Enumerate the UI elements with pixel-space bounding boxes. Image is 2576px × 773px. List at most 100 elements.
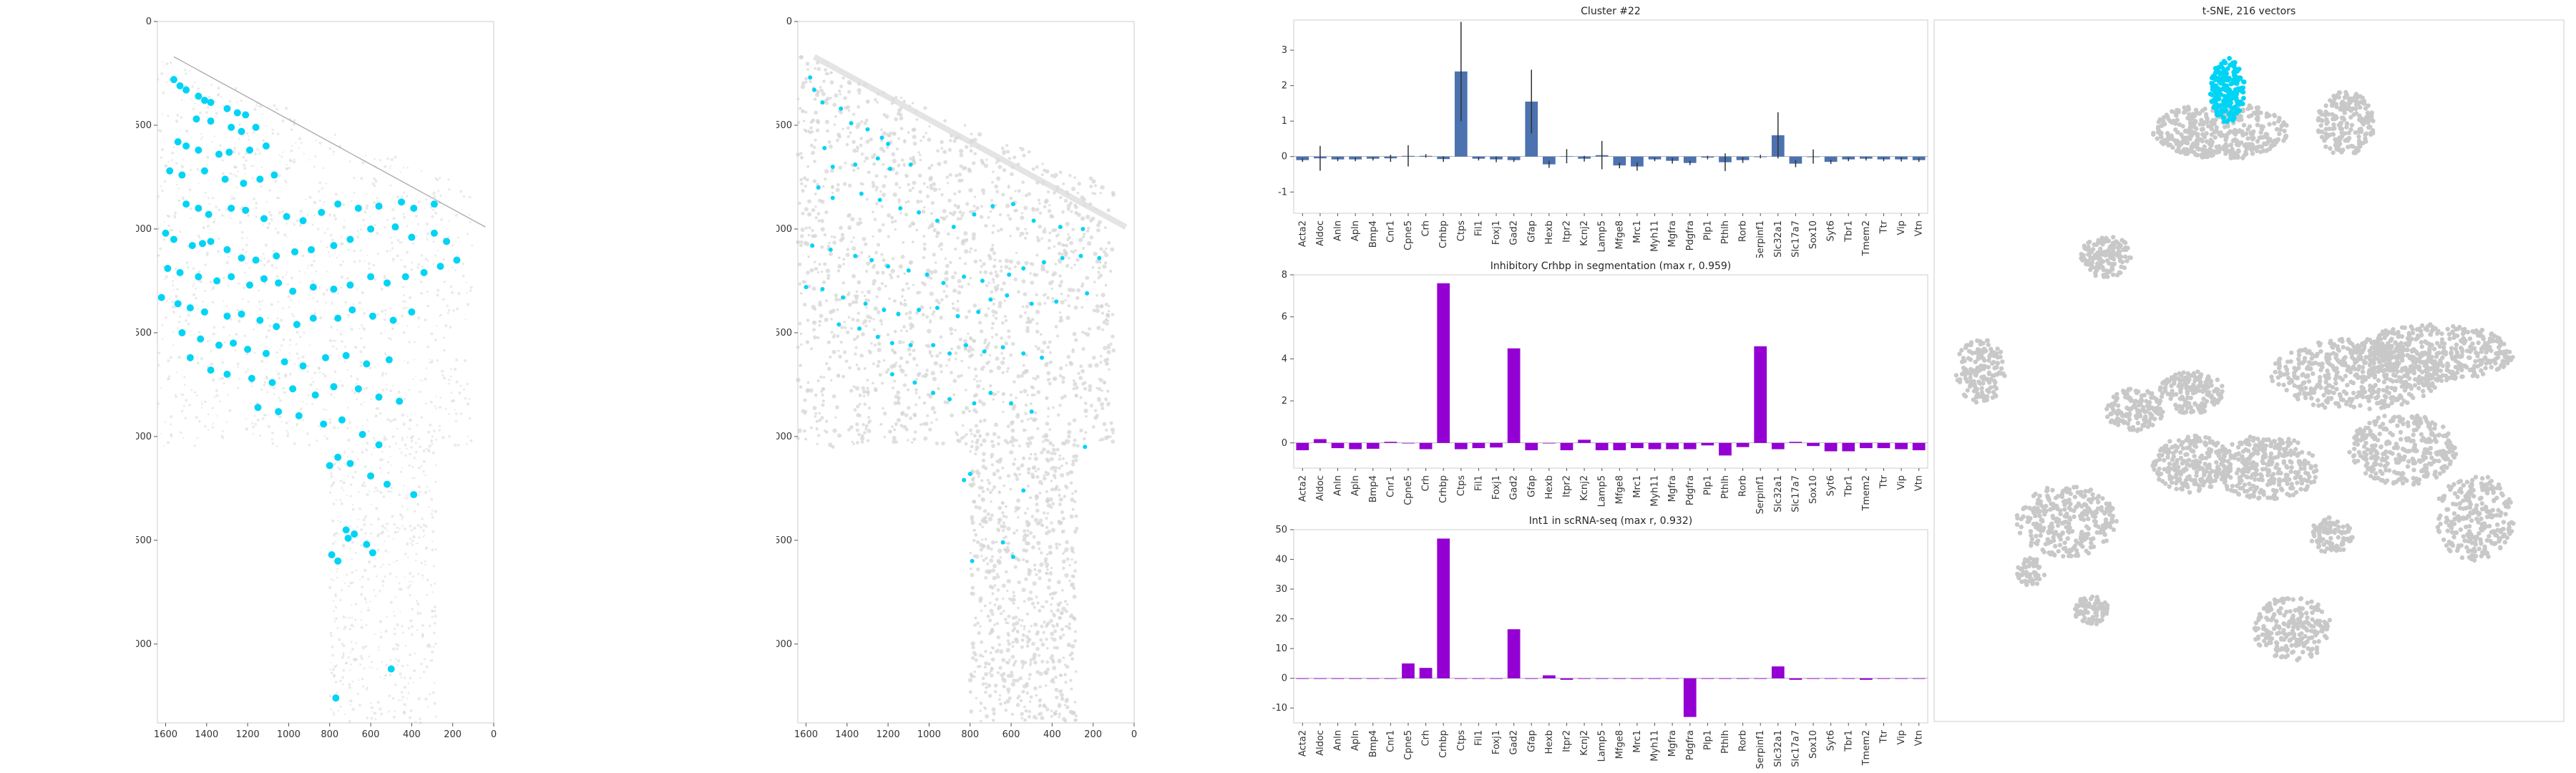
tissue-dot bbox=[180, 165, 184, 167]
tissue-dot bbox=[1060, 696, 1065, 701]
tissue-dot bbox=[990, 646, 994, 649]
tissue-dot bbox=[241, 135, 243, 137]
tissue-dot bbox=[441, 298, 445, 301]
tissue-dot bbox=[894, 440, 898, 444]
tissue-dot bbox=[401, 518, 403, 520]
tissue-dot bbox=[968, 354, 972, 359]
tissue-dot bbox=[466, 233, 469, 235]
tissue-dot bbox=[929, 321, 932, 324]
tissue-dot bbox=[1065, 439, 1070, 444]
tissue-dot bbox=[963, 230, 968, 236]
tissue-dot bbox=[900, 369, 905, 374]
tissue-dot bbox=[1015, 621, 1020, 626]
tissue-dot bbox=[1040, 642, 1045, 647]
tsne-point bbox=[2173, 127, 2178, 132]
tissue-dot bbox=[897, 200, 901, 204]
tissue-dot bbox=[1055, 608, 1060, 613]
cluster-spot bbox=[309, 314, 317, 322]
tissue-dot bbox=[426, 578, 429, 582]
tissue-dot bbox=[334, 540, 337, 543]
cluster-spot bbox=[346, 460, 354, 467]
cluster-spot bbox=[396, 397, 404, 405]
tissue-dot bbox=[381, 579, 385, 583]
tissue-dot bbox=[457, 292, 461, 296]
tissue-dot bbox=[246, 263, 249, 265]
cluster-spot bbox=[410, 491, 418, 499]
tsne-point bbox=[2178, 142, 2184, 147]
tissue-dot bbox=[800, 84, 805, 89]
tissue-dot bbox=[333, 215, 336, 218]
tissue-dot bbox=[979, 215, 984, 219]
tissue-dot bbox=[798, 321, 802, 326]
tissue-dot bbox=[822, 79, 826, 83]
tissue-dot bbox=[872, 362, 875, 366]
cluster-spot bbox=[869, 258, 874, 263]
tissue-dot bbox=[1074, 514, 1078, 518]
tissue-dot bbox=[422, 670, 426, 674]
tissue-dot bbox=[888, 273, 892, 276]
bar-Tmem2 bbox=[1860, 678, 1873, 680]
tissue-dot bbox=[997, 548, 1002, 553]
tissue-dot bbox=[1029, 590, 1033, 594]
tissue-dot bbox=[831, 308, 836, 313]
tissue-dot bbox=[166, 441, 170, 444]
tissue-dot bbox=[449, 285, 453, 288]
cluster-spot bbox=[853, 253, 858, 258]
tissue-dot bbox=[1042, 703, 1046, 707]
tissue-dot bbox=[364, 155, 367, 157]
x-tick-label: Sox10 bbox=[1808, 220, 1819, 249]
tissue-dot bbox=[812, 406, 817, 411]
tissue-dot bbox=[341, 656, 344, 659]
tissue-dot bbox=[349, 704, 351, 706]
bar-Mgfra bbox=[1666, 442, 1679, 449]
tissue-dot bbox=[1102, 422, 1107, 427]
tissue-dot bbox=[386, 522, 389, 525]
tissue-dot bbox=[194, 102, 196, 104]
tissue-dot bbox=[362, 326, 365, 330]
tsne-point bbox=[2212, 130, 2217, 135]
tissue-dot bbox=[892, 299, 897, 303]
tissue-dot bbox=[972, 161, 976, 165]
tissue-dot bbox=[433, 565, 436, 568]
tissue-dot bbox=[343, 452, 346, 454]
tissue-dot bbox=[162, 61, 164, 63]
tissue-dot bbox=[1055, 709, 1058, 713]
tissue-dot bbox=[275, 445, 278, 447]
tissue-dot bbox=[896, 390, 901, 395]
tsne-point bbox=[2200, 138, 2205, 144]
tissue-dot bbox=[1050, 714, 1053, 719]
tissue-dot bbox=[416, 524, 420, 527]
tissue-dot bbox=[1018, 694, 1021, 699]
tissue-dot bbox=[366, 442, 369, 445]
tissue-dot bbox=[207, 218, 209, 221]
tissue-dot bbox=[1074, 454, 1079, 458]
tissue-dot bbox=[276, 230, 280, 235]
tissue-dot bbox=[379, 412, 382, 415]
tissue-dot bbox=[431, 548, 434, 552]
tissue-dot bbox=[1104, 302, 1109, 307]
tissue-dot bbox=[195, 416, 198, 419]
tissue-dot bbox=[430, 332, 434, 336]
tissue-dot bbox=[1105, 247, 1108, 251]
tissue-dot bbox=[384, 313, 387, 316]
tissue-dot bbox=[356, 526, 358, 528]
tissue-dot bbox=[812, 328, 816, 332]
tissue-dot bbox=[236, 386, 240, 389]
cluster-spot bbox=[820, 100, 825, 105]
tissue-dot bbox=[840, 325, 844, 329]
tissue-dot bbox=[220, 434, 223, 437]
tissue-dot bbox=[1067, 294, 1070, 298]
tissue-dot bbox=[446, 304, 449, 307]
tissue-dot bbox=[207, 340, 210, 343]
tissue-dot bbox=[394, 418, 397, 422]
tissue-dot bbox=[978, 653, 983, 658]
tissue-dot bbox=[1013, 265, 1017, 268]
tissue-dot bbox=[348, 683, 351, 686]
tissue-dot bbox=[1015, 639, 1020, 644]
tissue-dot bbox=[350, 663, 352, 666]
tissue-dot bbox=[1030, 601, 1035, 606]
tissue-dot bbox=[981, 160, 985, 164]
tissue-dot bbox=[323, 435, 326, 437]
tissue-dot bbox=[1028, 467, 1031, 470]
x-tick-label: Mfge8 bbox=[1614, 220, 1625, 249]
